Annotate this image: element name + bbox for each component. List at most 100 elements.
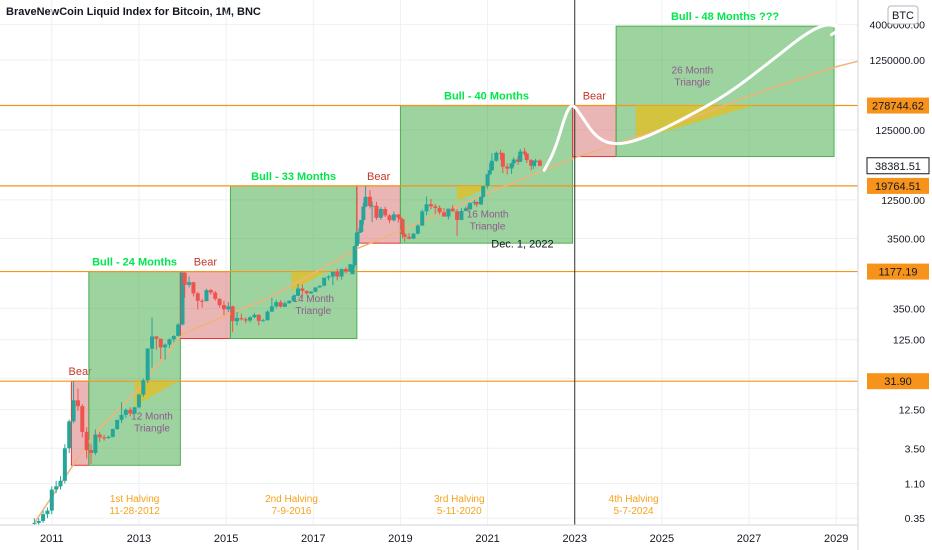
halving-title: 3rd Halving bbox=[434, 494, 485, 505]
triangle-pattern bbox=[134, 381, 179, 407]
candle-body bbox=[256, 314, 261, 321]
zone-bull bbox=[88, 271, 181, 466]
candle-body bbox=[446, 208, 451, 217]
candle-body bbox=[84, 431, 89, 451]
candle-body bbox=[239, 318, 244, 320]
y-tick-label: 350.00 bbox=[893, 303, 925, 315]
x-tick-label: 2023 bbox=[562, 533, 586, 545]
y-tick-label: 125000.00 bbox=[875, 125, 925, 137]
candle-body bbox=[367, 196, 372, 207]
candle-body bbox=[287, 300, 292, 304]
candle-body bbox=[62, 448, 67, 481]
halving-title: 4th Halving bbox=[609, 494, 659, 505]
candle-body bbox=[278, 302, 283, 307]
candle-body bbox=[494, 152, 499, 161]
candle-body bbox=[354, 232, 359, 247]
candle-body bbox=[370, 205, 375, 207]
candle-body bbox=[450, 208, 455, 212]
candle-body bbox=[171, 336, 176, 340]
candle-body bbox=[49, 489, 54, 511]
candle-body bbox=[248, 317, 253, 321]
candle-body bbox=[274, 302, 279, 307]
candle-body bbox=[339, 269, 344, 277]
halving-title: 1st Halving bbox=[110, 494, 159, 505]
candle-body bbox=[518, 151, 523, 162]
candle-body bbox=[71, 400, 76, 422]
currency-badge bbox=[887, 5, 919, 25]
candle-body bbox=[115, 419, 120, 430]
candle-body bbox=[407, 236, 412, 239]
level-price-label: 31.90 bbox=[884, 376, 912, 388]
candle-body bbox=[420, 211, 425, 226]
candle-body bbox=[102, 437, 107, 439]
candle-body bbox=[32, 522, 37, 524]
candle-body bbox=[352, 246, 357, 266]
zone-label: Bear bbox=[194, 257, 218, 269]
candle-body bbox=[296, 288, 301, 296]
candle-body bbox=[378, 209, 383, 218]
candle-body bbox=[505, 166, 510, 169]
triangle-label: Triangle bbox=[134, 424, 170, 435]
candle-body bbox=[208, 290, 213, 293]
level-price-label: 278744.62 bbox=[872, 101, 924, 113]
candle-body bbox=[326, 276, 331, 278]
time-axis-bg bbox=[0, 525, 932, 550]
triangle-label: 26 Month bbox=[672, 66, 714, 77]
candle-body bbox=[243, 319, 248, 321]
candle-body bbox=[158, 338, 163, 348]
candle-body bbox=[472, 201, 477, 203]
candle-body bbox=[533, 160, 538, 163]
level-price-tag bbox=[867, 263, 929, 280]
zone-label: Bear bbox=[68, 366, 92, 378]
triangle-pattern bbox=[635, 105, 754, 140]
candle-body bbox=[509, 163, 514, 169]
halving-title: 2nd Halving bbox=[265, 494, 318, 505]
candle-body bbox=[500, 153, 505, 167]
halving-date: 11-28-2012 bbox=[109, 506, 160, 517]
candle-body bbox=[141, 380, 146, 395]
candle-body bbox=[489, 160, 494, 171]
candle-body bbox=[282, 303, 287, 307]
candle-body bbox=[485, 174, 490, 187]
candle-body bbox=[442, 212, 446, 217]
y-tick-label: 0.35 bbox=[905, 513, 926, 525]
candle-body bbox=[128, 409, 133, 414]
candle-body bbox=[330, 271, 335, 277]
y-tick-label: 12500.00 bbox=[881, 195, 925, 207]
candle-body bbox=[309, 291, 314, 294]
candle-body bbox=[291, 295, 296, 301]
candle-body bbox=[167, 339, 172, 345]
zone-bear bbox=[179, 271, 231, 340]
candle-body bbox=[154, 336, 159, 339]
y-tick-label: 125.00 bbox=[893, 335, 925, 347]
candle-body bbox=[41, 514, 46, 521]
candle-body bbox=[537, 160, 542, 166]
candle-body bbox=[498, 152, 503, 154]
trend-curve bbox=[33, 60, 859, 524]
candle-body bbox=[54, 486, 59, 490]
candle-body bbox=[387, 215, 392, 221]
y-tick-label: 1250000.00 bbox=[870, 55, 926, 67]
zone-bull bbox=[229, 185, 358, 340]
candle-body bbox=[522, 151, 527, 154]
candle-body bbox=[230, 306, 235, 322]
candle-body bbox=[123, 409, 128, 415]
candle-body bbox=[269, 306, 274, 312]
candle-body bbox=[97, 434, 102, 438]
triangle-label: 14 Month bbox=[292, 294, 334, 305]
candle-body bbox=[80, 406, 85, 432]
candle-body bbox=[402, 234, 407, 237]
candle-body bbox=[200, 300, 205, 302]
candle-body bbox=[398, 217, 403, 220]
y-tick-label: 12.50 bbox=[899, 405, 925, 417]
zone-label: Bull - 40 Months bbox=[444, 91, 529, 103]
candle-body bbox=[182, 272, 187, 285]
x-tick-label: 2015 bbox=[214, 533, 238, 545]
candle-body bbox=[191, 282, 196, 294]
candle-body bbox=[487, 170, 492, 175]
candle-body bbox=[163, 344, 168, 348]
zone-label: Bear bbox=[583, 91, 607, 103]
candle-body bbox=[150, 336, 155, 349]
candle-body bbox=[511, 159, 516, 164]
